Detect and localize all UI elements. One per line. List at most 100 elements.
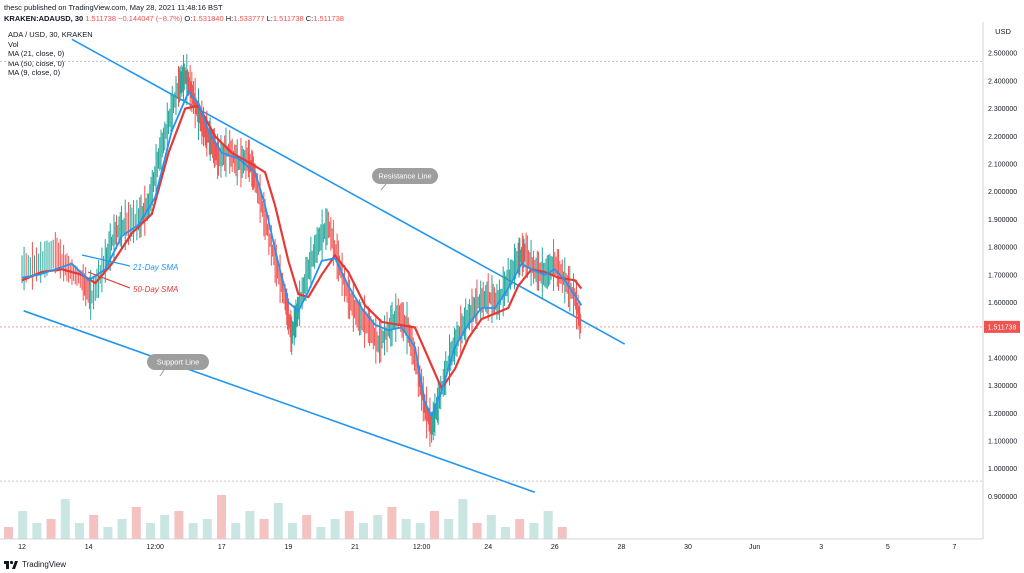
volume-bar bbox=[387, 507, 397, 539]
time-tick-label: 12:00 bbox=[413, 544, 431, 551]
time-tick-label: 12 bbox=[18, 544, 26, 551]
volume-bar bbox=[501, 527, 510, 539]
volume-bar bbox=[472, 523, 482, 539]
resistance-callout-pointer bbox=[380, 183, 387, 191]
volume-bar bbox=[373, 515, 383, 539]
volume-bar bbox=[302, 515, 312, 539]
time-tick-label: 30 bbox=[684, 544, 692, 551]
close-value: 1.511738 bbox=[313, 14, 344, 23]
volume-bar bbox=[344, 511, 354, 539]
price-tick-label: 1.300000 bbox=[988, 383, 1017, 390]
vol-indicator[interactable]: Vol bbox=[8, 39, 19, 49]
volume-bar bbox=[557, 527, 567, 539]
volume-bar bbox=[202, 519, 212, 539]
volume-bar bbox=[415, 523, 425, 539]
publisher-line: thesc published on TradingView.com, May … bbox=[4, 3, 223, 12]
volume-bar bbox=[515, 519, 525, 539]
resistance-callout-bg bbox=[372, 168, 438, 184]
volume-bar bbox=[401, 519, 411, 539]
trend-lines bbox=[23, 38, 626, 493]
time-tick-label: 17 bbox=[218, 544, 226, 551]
resistance-callout: Resistance Line bbox=[372, 168, 438, 184]
volume-bar bbox=[444, 519, 454, 539]
price-tick-label: 1.400000 bbox=[988, 355, 1017, 362]
volume-bar bbox=[18, 511, 28, 539]
volume-bar bbox=[89, 515, 99, 539]
time-tick-label: 7 bbox=[952, 544, 956, 551]
volume-bar bbox=[75, 523, 84, 539]
price-series bbox=[21, 54, 583, 448]
resistance-callout-label: Resistance Line bbox=[378, 172, 431, 181]
volume-bar bbox=[316, 527, 326, 539]
symbol-title[interactable]: ADA / USD, 30, KRAKEN bbox=[8, 30, 93, 39]
price-tick-label: 1.700000 bbox=[988, 272, 1017, 279]
volume-bars bbox=[4, 495, 567, 539]
volume-bar bbox=[330, 519, 340, 539]
time-tick-label: 12:00 bbox=[146, 544, 164, 551]
volume-bar bbox=[486, 515, 496, 539]
price-tick-label: 1.800000 bbox=[988, 245, 1017, 252]
volume-bar bbox=[46, 519, 56, 539]
volume-bar bbox=[288, 523, 297, 539]
price-change: −0.144047 (−8.7%) bbox=[118, 14, 183, 23]
volume-bar bbox=[359, 523, 368, 539]
time-axis[interactable]: 12 14 12:00 17 19 21 12:00 24 26 28 30 Jun 3 5 7 bbox=[0, 538, 983, 551]
volume-bar bbox=[188, 523, 198, 539]
volume-bar bbox=[4, 527, 13, 539]
last-price-tag-label: 1.511738 bbox=[988, 324, 1017, 331]
support-callout-label: Support Line bbox=[157, 358, 200, 367]
volume-bar bbox=[32, 523, 42, 539]
price-chart[interactable]: Resistance Line Support Line 21-Day SMA 50-… bbox=[0, 22, 1024, 556]
currency-label: USD bbox=[995, 27, 1011, 36]
price-tick-label: 1.200000 bbox=[988, 411, 1017, 418]
volume-bar bbox=[259, 519, 269, 539]
volume-bar bbox=[458, 499, 468, 539]
price-tick-label: 2.100000 bbox=[988, 162, 1017, 169]
volume-bar bbox=[160, 515, 170, 539]
symbol-label: KRAKEN:ADAUSD, 30 bbox=[4, 14, 84, 23]
sma21-pointer bbox=[81, 254, 131, 267]
sma21-line bbox=[21, 90, 583, 419]
resistance-line bbox=[71, 38, 626, 345]
price-tick-label: 1.900000 bbox=[988, 217, 1017, 224]
volume-bar bbox=[174, 511, 184, 539]
volume-bar bbox=[217, 495, 226, 539]
brand-label: TradingView bbox=[22, 559, 67, 569]
ma9-indicator[interactable]: MA (9, close, 0) bbox=[8, 68, 61, 77]
last-price-tag bbox=[984, 320, 1020, 333]
sma50-pointer bbox=[87, 271, 131, 289]
close-label: C: bbox=[305, 14, 314, 23]
volume-bar bbox=[60, 499, 70, 539]
price-tick-label: 1.100000 bbox=[988, 439, 1017, 446]
high-value: 1.533777 bbox=[233, 14, 265, 23]
support-callout-pointer bbox=[159, 369, 165, 377]
support-line bbox=[23, 310, 536, 493]
time-tick-label: Jun bbox=[749, 544, 760, 551]
volume-bar bbox=[430, 511, 439, 539]
low-value: 1.511738 bbox=[272, 14, 304, 23]
ma50-indicator[interactable]: MA (50, close, 0) bbox=[8, 58, 65, 68]
price-tick-label: 2.200000 bbox=[988, 134, 1017, 141]
volume-bar bbox=[117, 519, 127, 539]
volume-bar bbox=[529, 523, 539, 539]
open-label: O: bbox=[184, 14, 193, 23]
time-tick-label: 28 bbox=[618, 544, 626, 551]
price-tick-label: 1.000000 bbox=[988, 466, 1017, 473]
chart-header: thesc published on TradingView.com, May … bbox=[4, 2, 344, 24]
ma21-indicator[interactable]: MA (21, close, 0) bbox=[8, 49, 65, 58]
support-callout-bg bbox=[147, 354, 209, 370]
price-tick-label: 2.500000 bbox=[988, 51, 1017, 58]
tradingview-logo-icon bbox=[4, 560, 18, 569]
sma50-label: 50-Day SMA bbox=[133, 285, 178, 294]
volume-bar bbox=[103, 527, 113, 539]
ohlc-line: KRAKEN:ADAUSD, 30 1.511738 −0.144047 (−8… bbox=[4, 13, 344, 24]
price-tick-label: 1.600000 bbox=[988, 300, 1017, 307]
footer: TradingView bbox=[4, 557, 66, 571]
sma21-label: 21-Day SMA bbox=[132, 263, 178, 272]
high-label: H: bbox=[225, 14, 234, 23]
support-callout: Support Line bbox=[147, 354, 209, 370]
price-axis[interactable]: USD 2.500000 2.400000 2.300000 2.200000 2.100… bbox=[982, 22, 1020, 539]
volume-bar bbox=[131, 507, 141, 539]
price-tick-label: 2.400000 bbox=[988, 78, 1017, 85]
annotations: Resistance Line Support Line 21-Day SMA 50-… bbox=[81, 168, 438, 377]
